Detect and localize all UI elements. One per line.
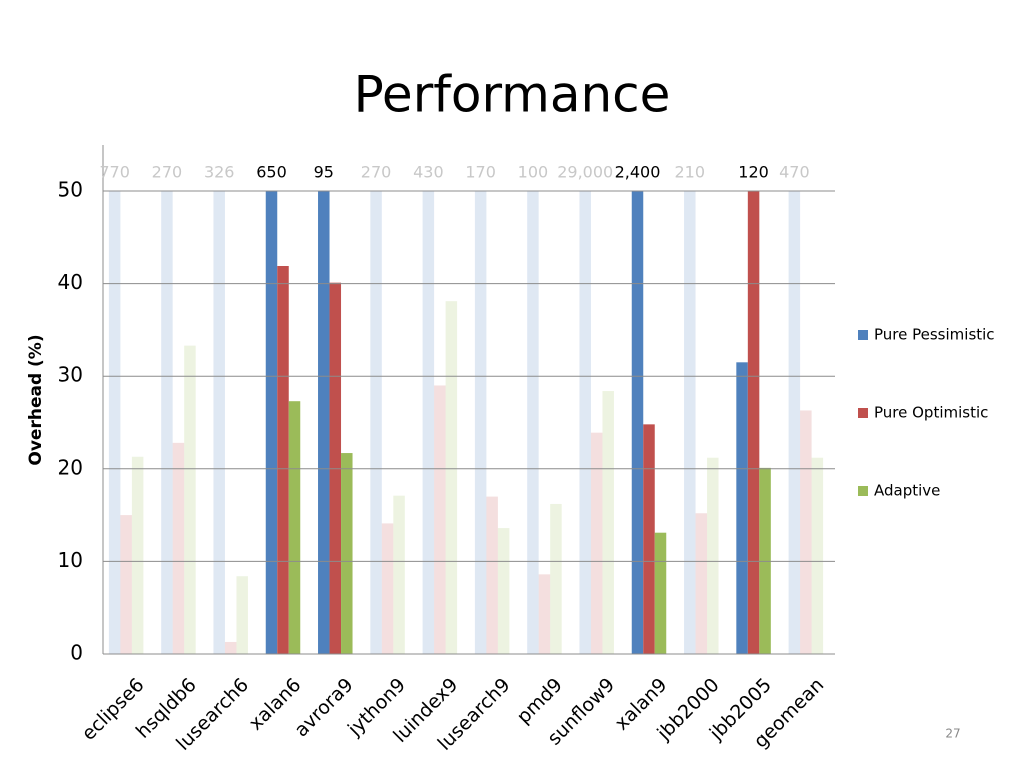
bar: [370, 191, 382, 654]
value-label: 270: [152, 163, 183, 182]
bar: [445, 301, 458, 654]
bar: [434, 385, 446, 654]
bar: [422, 191, 435, 654]
bar: [265, 191, 278, 654]
value-label: 95: [314, 163, 334, 182]
value-label: 2,400: [615, 163, 661, 182]
y-tick-label: 10: [58, 548, 83, 572]
bar: [550, 503, 562, 654]
bar: [707, 457, 719, 654]
bar: [213, 191, 225, 654]
bar: [788, 191, 801, 655]
y-tick-label: 40: [58, 270, 83, 294]
bar: [747, 191, 760, 654]
y-tick-label: 50: [58, 178, 83, 202]
value-label: 770: [99, 163, 130, 182]
page-number: 27: [945, 727, 960, 741]
value-label: 29,000: [557, 163, 613, 182]
bar: [631, 191, 644, 654]
bar: [288, 401, 301, 654]
bar: [590, 432, 603, 654]
bar: [341, 453, 353, 654]
legend-label: Adaptive: [874, 482, 940, 500]
value-label: 270: [361, 163, 392, 182]
legend-swatch: [858, 486, 868, 496]
legend-label: Pure Pessimistic: [874, 326, 995, 344]
bar: [277, 266, 289, 654]
y-axis-label: Overhead (%): [26, 334, 46, 465]
value-label: 210: [675, 163, 706, 182]
bar: [643, 424, 655, 654]
chart-title: Performance: [354, 66, 671, 124]
legend-swatch: [858, 330, 868, 340]
bar: [695, 513, 708, 654]
bar: [224, 641, 237, 654]
value-label: 470: [779, 163, 810, 182]
value-label: 120: [738, 163, 769, 182]
bar: [393, 495, 405, 654]
bar: [497, 528, 510, 654]
bar: [108, 191, 121, 654]
bar: [654, 532, 667, 654]
bar: [474, 191, 487, 654]
bar: [184, 345, 196, 654]
value-label: 430: [413, 163, 444, 182]
y-tick-label: 0: [70, 641, 83, 665]
legend-label: Pure Optimistic: [874, 404, 988, 422]
legend-swatch: [858, 408, 868, 418]
bar: [381, 523, 394, 654]
x-tick-label: avrora9: [290, 674, 357, 741]
value-label: 650: [256, 163, 287, 182]
bar: [579, 191, 591, 654]
bar: [486, 496, 498, 654]
bar: [684, 191, 696, 654]
bar: [811, 457, 824, 654]
bar: [161, 191, 173, 654]
bar: [131, 456, 144, 654]
bar: [800, 410, 812, 654]
bar: [736, 362, 748, 654]
bar: [236, 576, 248, 654]
value-label: 100: [518, 163, 549, 182]
y-tick-label: 20: [58, 455, 83, 479]
bar: [602, 391, 614, 654]
bar: [527, 191, 539, 654]
value-label: 326: [204, 163, 235, 182]
bar: [318, 191, 330, 655]
bar: [172, 442, 185, 654]
value-label: 170: [465, 163, 496, 182]
bar: [538, 574, 551, 654]
bar: [120, 515, 132, 654]
y-tick-label: 30: [58, 363, 83, 387]
